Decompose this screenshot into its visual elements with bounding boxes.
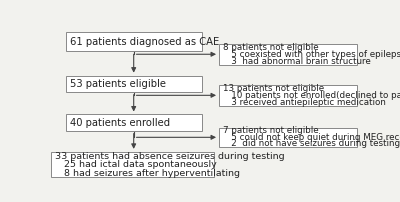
Text: 8 patients not eligible: 8 patients not eligible — [223, 43, 318, 52]
Text: 53 patients eligible: 53 patients eligible — [70, 79, 166, 89]
FancyBboxPatch shape — [51, 152, 214, 177]
Text: 7 patients not eligible: 7 patients not eligible — [223, 126, 318, 135]
FancyBboxPatch shape — [219, 85, 357, 106]
FancyBboxPatch shape — [66, 76, 202, 92]
Text: 3  had abnormal brain structure: 3 had abnormal brain structure — [223, 57, 370, 66]
Text: 61 patients diagnosed as CAE: 61 patients diagnosed as CAE — [70, 37, 219, 47]
FancyBboxPatch shape — [66, 32, 202, 52]
Text: 33 patients had absence seizures during testing: 33 patients had absence seizures during … — [56, 152, 285, 161]
Text: 13 patients not eligible: 13 patients not eligible — [223, 84, 324, 93]
FancyBboxPatch shape — [219, 128, 357, 147]
FancyBboxPatch shape — [219, 44, 357, 65]
Text: 8 had seizures after hyperventilating: 8 had seizures after hyperventilating — [56, 169, 240, 178]
Text: 3 received antiepileptic medication: 3 received antiepileptic medication — [223, 98, 386, 107]
Text: 10 patients not enrolled(declined to participate): 10 patients not enrolled(declined to par… — [223, 91, 400, 100]
Text: 2  did not have seizures during testing: 2 did not have seizures during testing — [223, 139, 400, 148]
Text: 40 patients enrolled: 40 patients enrolled — [70, 118, 170, 128]
Text: 5 could not keep quiet during MEG recording: 5 could not keep quiet during MEG record… — [223, 133, 400, 142]
Text: 5 coexisted with other types of epilepsy: 5 coexisted with other types of epilepsy — [223, 50, 400, 59]
FancyBboxPatch shape — [66, 115, 202, 131]
Text: 25 had ictal data spontaneously: 25 had ictal data spontaneously — [56, 160, 217, 169]
